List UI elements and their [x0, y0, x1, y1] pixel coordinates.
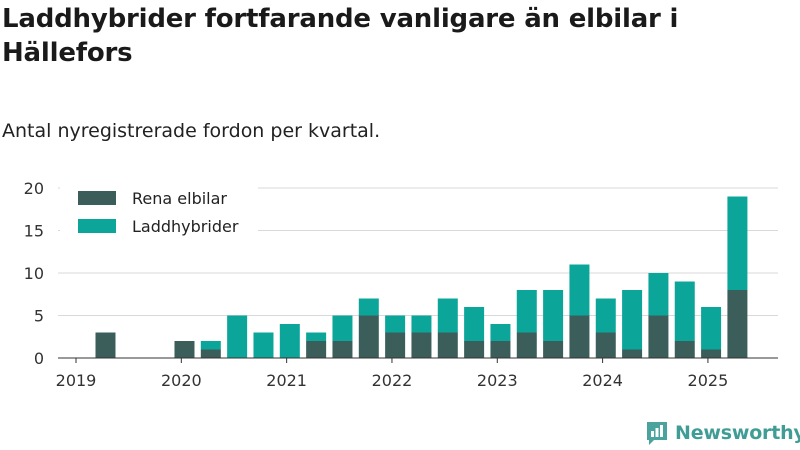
bar-rena-elbilar [411, 332, 432, 358]
x-tick-label: 2025 [688, 371, 729, 390]
newsworthy-logo-text: Newsworthy [675, 422, 800, 444]
bar-laddhybrider [306, 332, 327, 341]
bar-laddhybrider [411, 315, 432, 333]
bar-rena-elbilar [569, 315, 590, 358]
bars [95, 196, 748, 358]
bar-laddhybrider [437, 298, 458, 333]
bar-laddhybrider [332, 315, 353, 341]
bar-laddhybrider [569, 264, 590, 316]
chart-title: Laddhybrider fortfarande vanligare än el… [2, 4, 679, 68]
x-tick-label: 2021 [266, 371, 307, 390]
bar-laddhybrider [464, 307, 485, 341]
y-tick-label: 5 [34, 307, 44, 326]
bar-laddhybrider [516, 290, 537, 333]
bar-rena-elbilar [332, 341, 353, 358]
bar-laddhybrider [253, 332, 274, 358]
bar-laddhybrider [727, 196, 748, 290]
bar-rena-elbilar [516, 332, 537, 358]
bar-rena-elbilar [200, 349, 221, 358]
bar-rena-elbilar [648, 315, 669, 358]
bar-laddhybrider [385, 315, 406, 333]
legend-label-laddhybrider: Laddhybrider [132, 217, 239, 236]
bar-laddhybrider [490, 324, 511, 341]
legend: Rena elbilar Laddhybrider [60, 183, 258, 243]
bar-rena-elbilar [95, 332, 116, 358]
bar-laddhybrider [648, 273, 669, 316]
bar-rena-elbilar [385, 332, 406, 358]
bar-rena-elbilar [464, 341, 485, 358]
y-tick-label: 15 [24, 222, 44, 241]
bar-rena-elbilar [727, 290, 748, 358]
y-tick-label: 10 [24, 264, 44, 283]
bar-rena-elbilar [595, 332, 616, 358]
bar-rena-elbilar [437, 332, 458, 358]
x-axis-ticks: 2019 2020 2021 2022 2023 2024 2025 [56, 358, 729, 390]
bar-laddhybrider [200, 341, 221, 350]
bar-rena-elbilar [174, 341, 195, 358]
y-axis-ticks: 0 5 10 15 20 [24, 179, 44, 368]
x-tick-label: 2024 [582, 371, 623, 390]
y-tick-label: 0 [34, 349, 44, 368]
newsworthy-logo: Newsworthy [645, 420, 800, 446]
x-tick-label: 2022 [372, 371, 413, 390]
legend-label-rena-elbilar: Rena elbilar [132, 189, 227, 208]
chart-subtitle: Antal nyregistrerade fordon per kvartal. [2, 120, 381, 142]
legend-swatch-laddhybrider [78, 219, 116, 233]
bar-rena-elbilar [674, 341, 695, 358]
bar-rena-elbilar [543, 341, 564, 358]
legend-swatch-rena-elbilar [78, 191, 116, 205]
bar-laddhybrider [543, 290, 564, 341]
stacked-bar-chart: 0 5 10 15 20 2019 2020 2021 2022 2023 2024 2025 Re… [24, 179, 778, 390]
bar-rena-elbilar [701, 349, 722, 358]
x-tick-label: 2020 [161, 371, 202, 390]
bar-laddhybrider [701, 307, 722, 350]
x-tick-label: 2019 [56, 371, 97, 390]
y-tick-label: 20 [24, 179, 44, 198]
bar-laddhybrider [227, 315, 248, 358]
bar-rena-elbilar [622, 349, 643, 358]
bar-rena-elbilar [490, 341, 511, 358]
bar-rena-elbilar [358, 315, 379, 358]
bar-rena-elbilar [306, 341, 327, 358]
bar-laddhybrider [595, 298, 616, 333]
bar-laddhybrider [674, 281, 695, 341]
bar-laddhybrider [279, 324, 300, 358]
newsworthy-logo-icon [647, 422, 667, 445]
bar-laddhybrider [622, 290, 643, 350]
bar-laddhybrider [358, 298, 379, 316]
x-tick-label: 2023 [477, 371, 518, 390]
